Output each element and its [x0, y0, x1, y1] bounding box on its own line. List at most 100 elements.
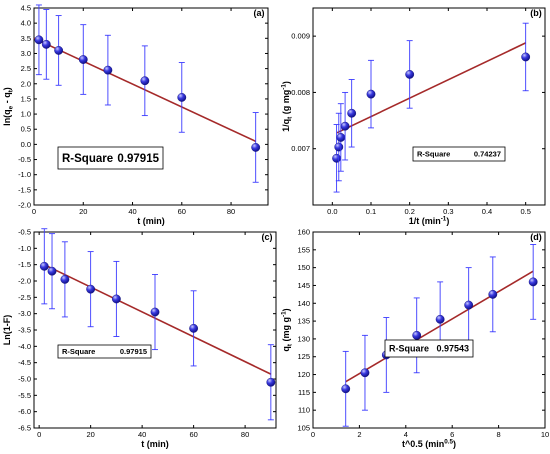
data-point	[347, 108, 357, 118]
r-square-box	[57, 146, 164, 170]
x-tick-label: 0	[37, 430, 41, 439]
x-tick-label: 0.0	[327, 207, 337, 216]
y-tick-label: 125	[297, 352, 310, 361]
data-point	[78, 55, 88, 64]
y-tick-label: -5.0	[18, 375, 31, 384]
fit-line	[345, 270, 534, 383]
y-tick-label: 140	[297, 299, 310, 308]
x-tick-label: 20	[86, 430, 94, 439]
r-square-box	[412, 146, 506, 162]
data-point	[251, 143, 261, 152]
r-square-value: 0.97543	[436, 344, 469, 354]
y-tick-label: -1.0	[18, 170, 31, 179]
y-tick-label: 150	[297, 263, 310, 272]
panel-label: (d)	[530, 232, 542, 242]
panel-label: (b)	[530, 8, 542, 18]
x-tick-label: 40	[138, 430, 146, 439]
y-axis-label: ln(qe - qt)	[2, 87, 15, 126]
r-square-box	[384, 339, 474, 358]
r-square-label: R-Square	[417, 150, 450, 159]
x-axis-label: t^0.5 (min0.5)	[402, 438, 456, 449]
y-tick-label: 3.5	[21, 34, 31, 43]
data-point	[111, 294, 121, 304]
x-tick-label: 20	[79, 207, 87, 216]
y-axis-label: Ln(1-F)	[2, 315, 12, 346]
data-point	[464, 300, 474, 310]
r-square-label: R-Square	[62, 347, 95, 356]
panel-c: 0 20 40 60 80 -6.5 -6.0 -5.5 -5.0 -4.5 -4.0 -3.5 -3.…	[2, 228, 277, 449]
y-tick-label: -3.0	[18, 309, 31, 318]
y-axis-label: 1/qt (g mg-1)	[280, 81, 293, 132]
y-tick-label: 0.5	[21, 125, 31, 134]
r-square-label: R-Square	[389, 344, 429, 354]
x-axis-label: t (min)	[137, 216, 165, 226]
r-square-value: 0.97915	[120, 347, 147, 356]
y-tick-label: -6.5	[18, 424, 31, 433]
y-tick-label: -1.5	[18, 260, 31, 269]
plot-frame	[312, 7, 546, 206]
y-tick-label: 135	[297, 317, 310, 326]
y-tick-label: 0.007	[291, 144, 310, 153]
data-point	[528, 277, 538, 287]
y-tick-label: 0.0	[21, 140, 31, 149]
y-tick-label: -4.0	[18, 342, 31, 351]
data-point	[266, 377, 276, 387]
y-tick-label: 155	[297, 245, 310, 254]
x-axis-label: 1/t (min-1)	[409, 215, 450, 226]
y-tick-label: 2.0	[21, 79, 31, 88]
y-tick-label: 3.0	[21, 49, 31, 58]
panel-label: (a)	[254, 8, 265, 18]
x-tick-label: 10	[541, 430, 549, 439]
x-tick-label: 60	[178, 207, 186, 216]
data-point	[366, 89, 376, 99]
data-point	[54, 46, 64, 55]
r-square-value: 0.74237	[474, 150, 501, 159]
y-tick-label: 160	[297, 228, 310, 237]
y-tick-label: 0.009	[291, 32, 310, 41]
data-point	[521, 52, 531, 62]
r-square-box	[57, 344, 152, 359]
y-tick-label: -2.5	[18, 293, 31, 302]
y-tick-label: 115	[298, 388, 310, 397]
x-tick-label: 60	[189, 430, 197, 439]
x-tick-label: 40	[128, 207, 136, 216]
x-tick-label: 8	[497, 430, 501, 439]
plot-frame	[312, 231, 546, 429]
plot-frame	[33, 7, 269, 206]
y-tick-label: 0.008	[291, 88, 310, 97]
r-square-label: R-Square	[62, 153, 113, 165]
fit-line	[336, 42, 527, 134]
y-tick-label: -0.5	[18, 155, 31, 164]
x-tick-label: 0.3	[443, 207, 453, 216]
x-tick-label: 0.2	[404, 207, 414, 216]
x-tick-label: 80	[241, 430, 249, 439]
x-tick-label: 0.4	[482, 207, 492, 216]
x-tick-label: 0.5	[520, 207, 530, 216]
x-axis-label: t (min)	[141, 439, 169, 449]
y-tick-label: 1.0	[21, 110, 31, 119]
data-point	[435, 314, 445, 324]
panel-label: (c)	[262, 232, 273, 242]
panel-a: 0 20 40 60 80 -2.0 -1.5 -1.0 -0.5 0.0 0.5 1.0 1.5 2.0…	[2, 4, 269, 226]
x-tick-label: 0	[32, 207, 36, 216]
y-tick-label: 105	[297, 424, 310, 433]
r-square-value: 0.97915	[117, 153, 159, 165]
data-point	[189, 323, 199, 333]
y-tick-label: -5.5	[18, 391, 31, 400]
data-point	[341, 384, 351, 394]
y-tick-label: 130	[297, 334, 310, 343]
data-point	[177, 93, 187, 102]
data-point	[39, 261, 49, 271]
data-point	[140, 76, 150, 86]
y-tick-label: 120	[297, 370, 310, 379]
x-tick-label: 0	[311, 430, 315, 439]
data-point	[86, 284, 96, 294]
data-point	[47, 266, 57, 276]
panel-b: 0.0 0.1 0.2 0.3 0.4 0.5 0.007 0.008 0.009 1/t (mi…	[280, 7, 546, 226]
data-point	[412, 330, 422, 340]
y-tick-label: 4.5	[21, 4, 31, 13]
data-point	[360, 368, 370, 378]
x-tick-label: 6	[450, 430, 454, 439]
y-tick-label: -3.5	[18, 326, 31, 335]
